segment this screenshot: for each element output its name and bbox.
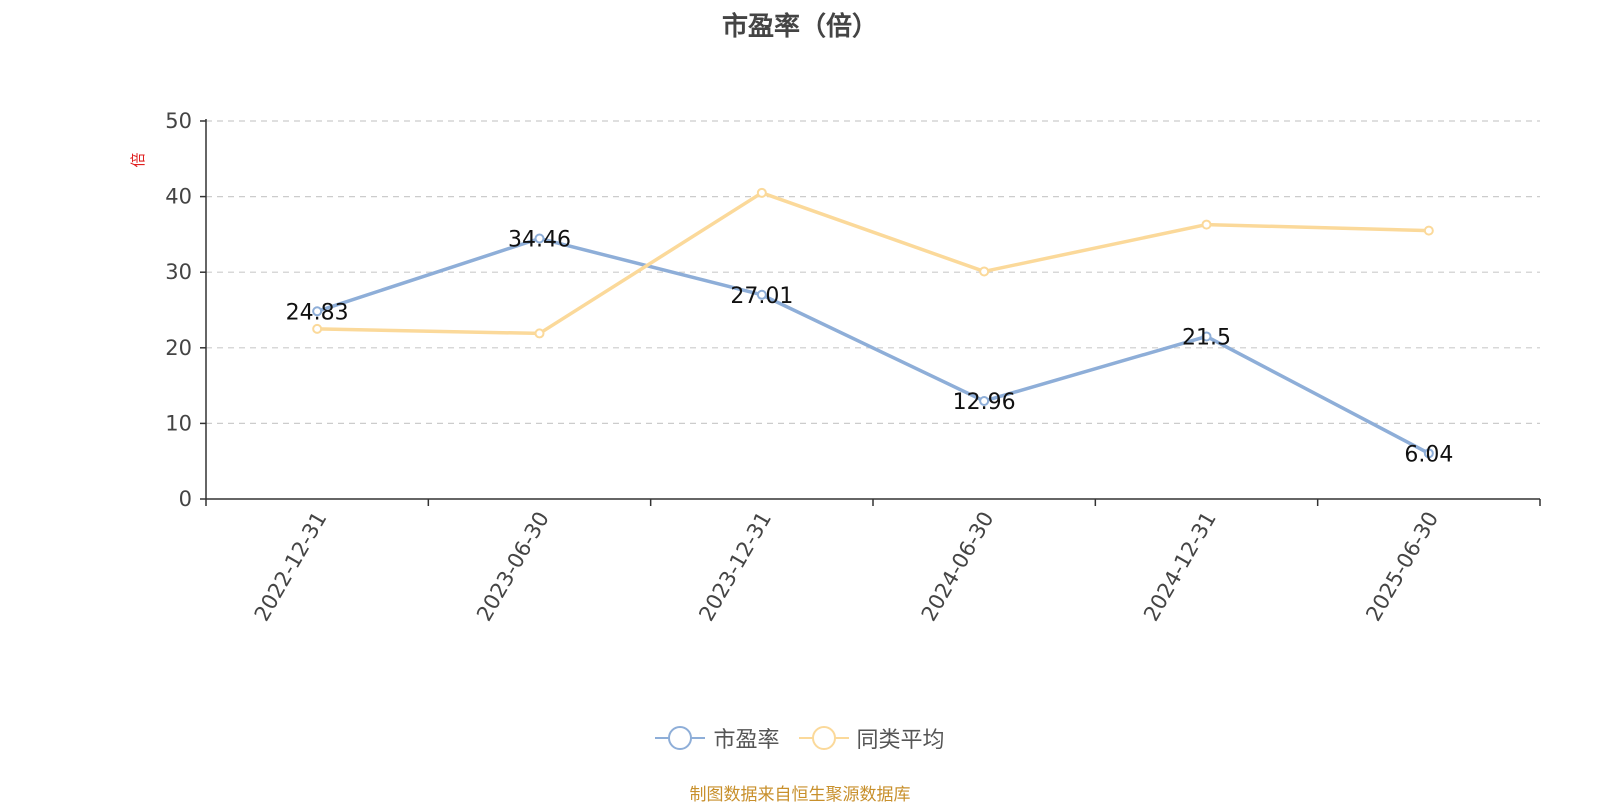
data-labels: 24.83 34.46 27.01 12.96 21.5 6.04	[286, 227, 1454, 467]
legend-item-peer-average[interactable]: 同类平均	[798, 722, 945, 754]
series-point-0	[312, 306, 323, 317]
x-tick-label: 2023-12-31	[694, 508, 776, 626]
y-tick-label: 0	[179, 487, 192, 511]
series-point-1	[756, 187, 767, 198]
data-label: 27.01	[730, 284, 793, 309]
axes: 倍 0 10 20 30 40 50 2022-12-31 2023-06-30 2023-12…	[129, 109, 1541, 626]
series-point-0	[1201, 331, 1212, 342]
series-point-0	[1423, 448, 1434, 459]
series-point-1	[312, 323, 323, 334]
y-tick-label: 40	[165, 185, 192, 209]
y-tick-label: 10	[165, 411, 192, 435]
series-point-1	[1201, 219, 1212, 230]
series-point-1	[534, 328, 545, 339]
series-point-1	[1423, 225, 1434, 236]
series-line-1	[317, 191, 1429, 336]
x-tick-label: 2023-06-30	[472, 508, 554, 626]
data-label: 21.5	[1182, 325, 1231, 350]
source-note: 制图数据来自恒生聚源数据库	[689, 785, 911, 805]
series-point-0	[534, 233, 545, 244]
data-label: 24.83	[286, 300, 349, 325]
x-tick-label: 2024-12-31	[1139, 508, 1221, 626]
data-label: 34.46	[508, 227, 571, 252]
grid-lines	[206, 120, 1540, 424]
y-axis-unit-label: 倍	[129, 152, 147, 167]
legend-marker-icon	[655, 726, 706, 750]
chart-title: 市盈率（倍）	[721, 12, 878, 42]
legend-marker-icon	[798, 726, 849, 750]
y-tick-label: 30	[165, 260, 192, 284]
legend: 市盈率 同类平均	[0, 722, 1600, 757]
data-label: 6.04	[1404, 442, 1453, 467]
legend-label-pe: 市盈率	[713, 728, 780, 753]
x-tick-label: 2024-06-30	[917, 508, 999, 626]
data-label: 12.96	[953, 390, 1016, 415]
legend-item-pe[interactable]: 市盈率	[655, 722, 780, 754]
series-line-0	[316, 236, 1430, 455]
x-tick-label: 2022-12-31	[250, 508, 332, 626]
legend-label-peer-average: 同类平均	[856, 728, 945, 753]
series-point-1	[979, 266, 990, 277]
series-point-0	[756, 289, 767, 300]
x-tick-label: 2025-06-30	[1361, 508, 1443, 626]
y-tick-label: 50	[165, 109, 192, 133]
series	[312, 187, 1434, 459]
series-point-0	[979, 396, 990, 407]
y-tick-label: 20	[165, 336, 192, 360]
